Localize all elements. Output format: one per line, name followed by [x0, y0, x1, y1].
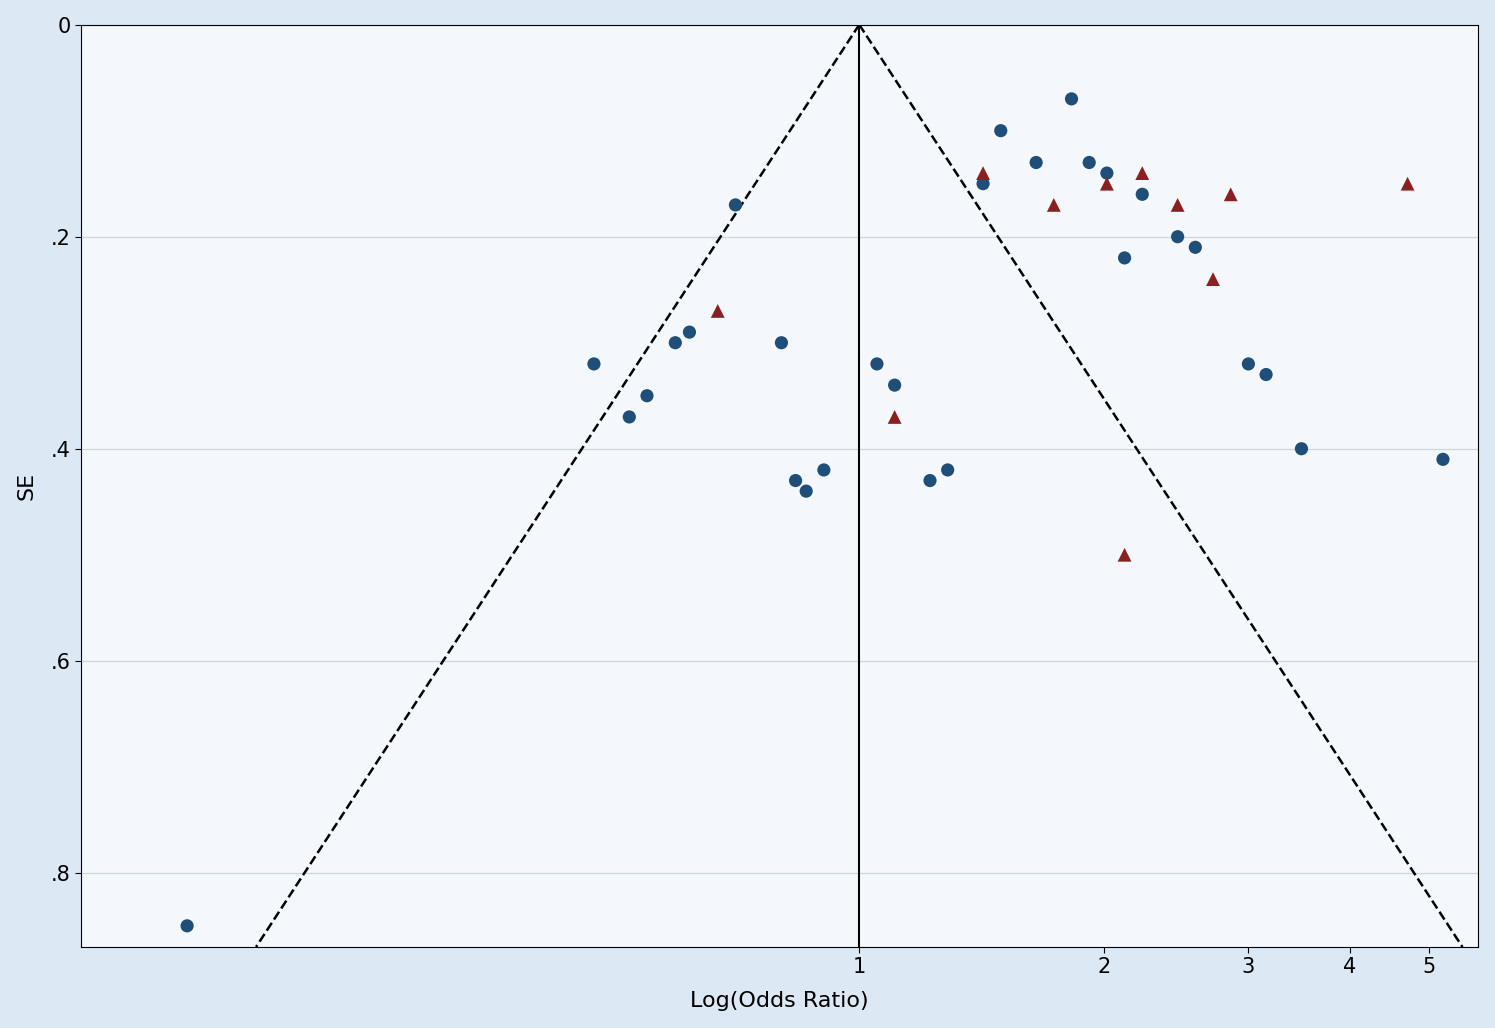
Point — [1042, 196, 1066, 213]
Point — [1254, 366, 1278, 382]
Point — [724, 196, 748, 213]
Point — [1094, 164, 1118, 181]
Point — [794, 483, 818, 500]
Point — [1218, 186, 1242, 203]
Point — [1094, 176, 1118, 192]
Point — [882, 377, 906, 394]
Point — [1024, 154, 1048, 171]
Y-axis label: SE: SE — [16, 472, 37, 500]
Point — [882, 409, 906, 426]
Point — [866, 356, 890, 372]
Point — [617, 409, 641, 426]
Point — [1200, 271, 1224, 288]
Point — [1290, 441, 1314, 457]
Point — [1130, 186, 1154, 203]
Point — [1112, 250, 1136, 266]
Point — [1060, 90, 1084, 107]
Point — [1078, 154, 1102, 171]
Point — [1236, 356, 1260, 372]
Point — [175, 918, 199, 934]
Point — [783, 472, 807, 488]
Point — [972, 164, 996, 181]
X-axis label: Log(Odds Ratio): Log(Odds Ratio) — [691, 991, 869, 1012]
Point — [972, 176, 996, 192]
Point — [812, 462, 836, 478]
Point — [677, 324, 701, 340]
Point — [1431, 451, 1455, 468]
Point — [706, 302, 730, 319]
Point — [635, 388, 659, 404]
Point — [1112, 547, 1136, 563]
Point — [1130, 164, 1154, 181]
Point — [1166, 196, 1190, 213]
Point — [770, 334, 794, 351]
Point — [988, 122, 1012, 139]
Point — [1166, 228, 1190, 245]
Point — [664, 334, 688, 351]
Point — [936, 462, 960, 478]
Point — [1396, 176, 1420, 192]
Point — [1184, 240, 1208, 256]
Point — [918, 472, 942, 488]
Point — [582, 356, 605, 372]
